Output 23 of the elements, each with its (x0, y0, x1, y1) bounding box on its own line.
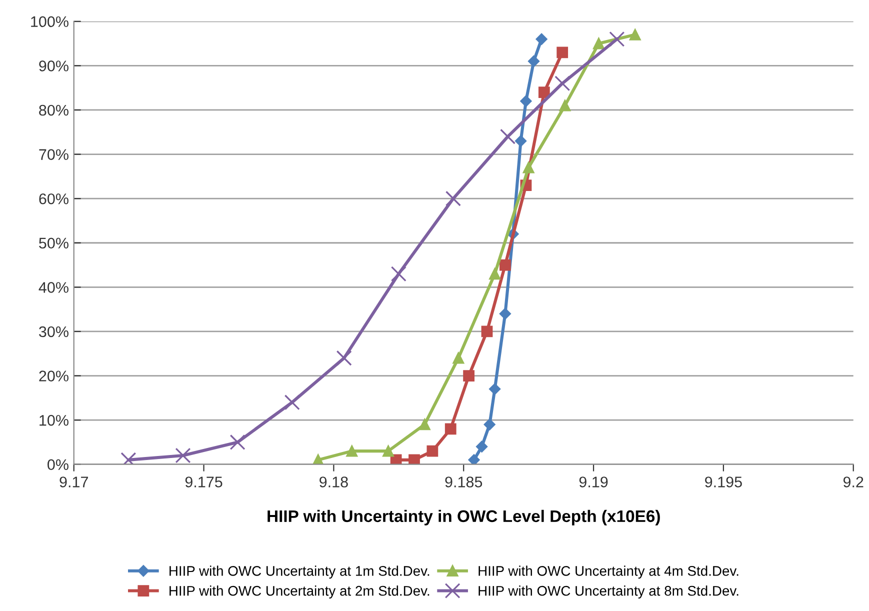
y-tick-label: 20% (39, 370, 68, 382)
legend-label: HIIP with OWC Uncertainty at 4m Std.Dev. (478, 566, 738, 579)
y-tick-label: 100% (31, 16, 68, 28)
y-tick-label: 80% (39, 104, 68, 116)
x-tick-label: 9.17 (60, 476, 88, 488)
y-tick-label: 30% (39, 326, 68, 338)
y-tick-label: 60% (39, 193, 68, 204)
x-tick-label: 9.19 (579, 476, 608, 488)
x-tick-label: 9.185 (445, 476, 482, 488)
legend-label: HIIP with OWC Uncertainty at 1m Std.Dev. (170, 566, 430, 579)
y-tick-label: 50% (39, 238, 68, 249)
x-axis-title: HIIP with Uncertainty in OWC Level Depth (x10E6) (268, 510, 660, 526)
y-tick-label: 90% (39, 60, 68, 72)
x-tick-label: 9.175 (185, 476, 222, 488)
y-tick-label: 10% (40, 414, 68, 426)
x-tick-label: 9.195 (705, 476, 742, 488)
y-tick-label: 40% (38, 282, 68, 293)
x-tick-label: 9.18 (320, 476, 348, 488)
y-tick-label: 0% (48, 459, 68, 470)
legend-label: HIIP with OWC Uncertainty at 8m Std.Dev. (478, 586, 738, 598)
x-tick-label: 9.2 (843, 476, 864, 488)
y-tick-label: 70% (39, 149, 68, 160)
legend-label: HIIP with OWC Uncertainty at 2m Std.Dev. (170, 586, 430, 598)
